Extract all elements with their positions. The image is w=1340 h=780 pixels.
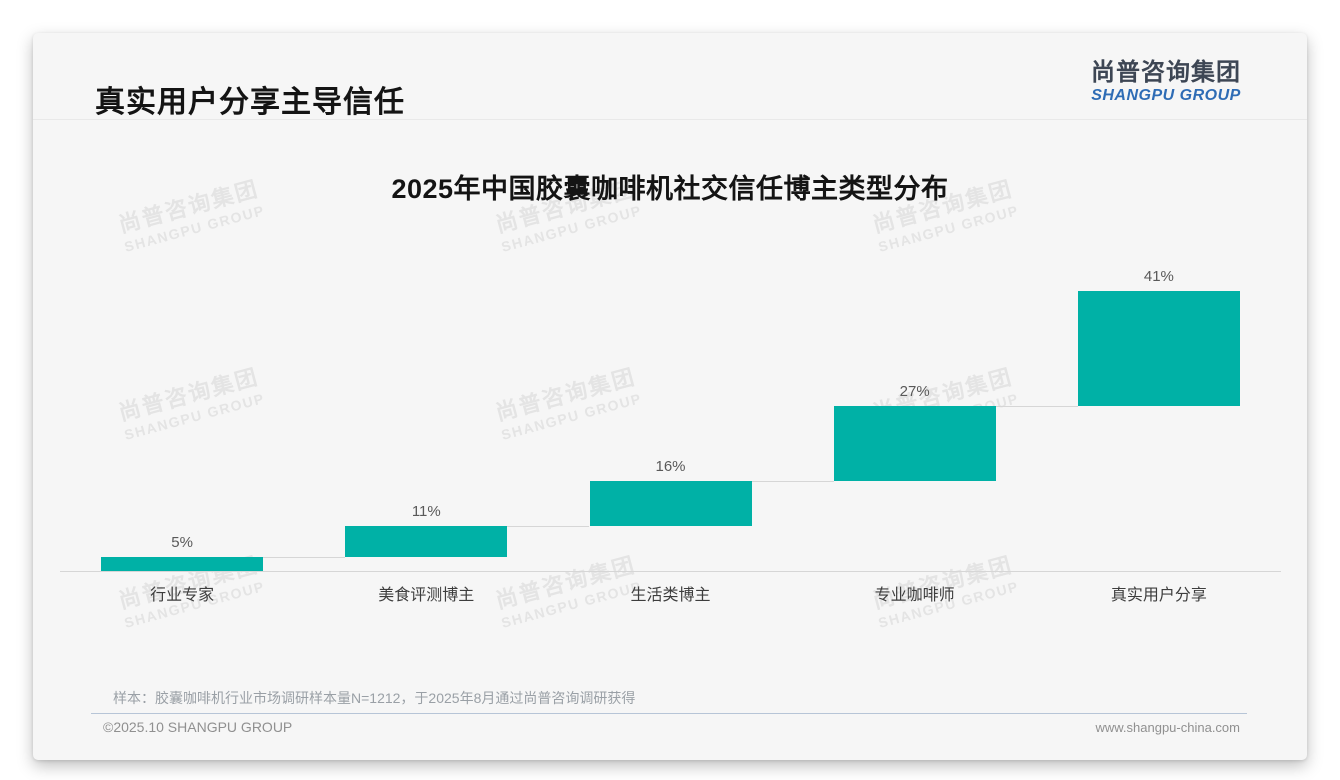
company-logo: 尚普咨询集团 SHANGPU GROUP [1091,59,1241,105]
chart-bar [101,557,264,571]
bar-value-label: 11% [411,503,441,521]
category-label: 专业咖啡师 [874,587,955,604]
category-label: 真实用户分享 [1110,587,1207,604]
bar-value-label: 16% [655,458,686,476]
bar-value-label: 27% [899,382,930,400]
bar-value-label: 5% [171,534,193,551]
category-label: 行业专家 [150,587,215,604]
content-layer: 真实用户分享主导信任 尚普咨询集团 SHANGPU GROUP 2025年中国胶… [33,33,1307,760]
footer-divider [91,713,1247,714]
sample-note: 样本：胶囊咖啡机行业市场调研样本量N=1212，于2025年8月通过尚普咨询调研… [113,690,636,706]
logo-chinese-text: 尚普咨询集团 [1091,59,1241,86]
category-label: 美食评测博主 [378,587,475,604]
waterfall-connector [263,557,346,558]
waterfall-connector [995,405,1078,407]
waterfall-connector [751,481,834,483]
category-label: 生活类博主 [630,587,711,604]
waterfall-chart: 5% 行业专家 11% 美食评测博主 16% 生活类博主 27% 专业咖啡师 41% 真实用户分享 [33,33,1307,760]
logo-english-text: SHANGPU GROUP [1091,86,1241,104]
chart-bar [1077,291,1240,406]
page-title: 真实用户分享主导信任 [95,86,405,119]
copyright-text: ©2025.10 SHANGPU GROUP [103,719,293,735]
chart-bar [589,481,752,527]
report-card: 尚普咨询集团 SHANGPU GROUP 尚普咨询集团 SHANGPU GROUP 尚普… [33,33,1307,760]
chart-bar [345,526,508,557]
chart-title: 2025年中国胶囊咖啡机社交信任博主类型分布 [391,174,949,204]
waterfall-connector [507,526,590,528]
bar-value-label: 41% [1143,268,1174,285]
website-text: www.shangpu-china.com [1095,720,1240,735]
x-axis-line [60,571,1281,572]
chart-bar [833,405,996,482]
header-divider [33,119,1307,120]
